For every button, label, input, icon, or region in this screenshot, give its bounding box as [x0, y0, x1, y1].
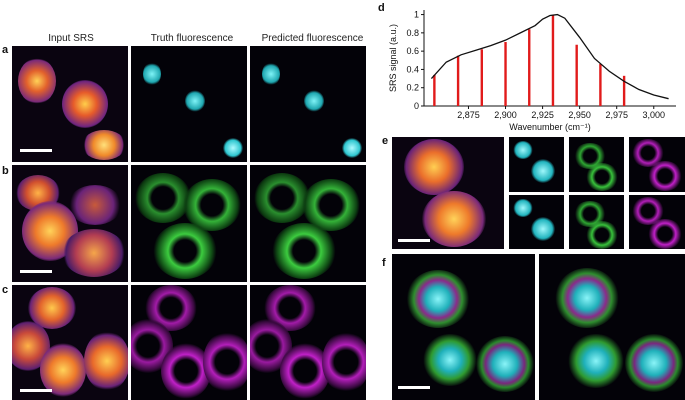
image-c-predicted-fluorescence [250, 285, 366, 400]
y-tick-label: 0.6 [406, 46, 419, 56]
panel-label-c: c [2, 284, 9, 296]
image-a-predicted-fluorescence [250, 46, 366, 162]
scale-bar [398, 386, 430, 389]
image-a-input-srs [12, 46, 128, 162]
panel-label-f: f [382, 257, 386, 269]
image-c-input-srs [12, 285, 128, 400]
panel-label-a: a [2, 44, 9, 56]
image-b-truth-fluorescence [131, 165, 247, 282]
image-e-nucleus-top [509, 137, 564, 192]
panel-label-d: d [378, 2, 385, 14]
image-e-input-srs [392, 137, 504, 249]
image-f-composite-predicted [539, 254, 685, 400]
y-tick-label: 0.8 [406, 28, 419, 38]
column-header-predicted-fluorescence: Predicted fluorescence [261, 33, 364, 44]
image-c-truth-fluorescence [131, 285, 247, 400]
column-header-input-srs: Input SRS [48, 33, 94, 44]
image-e-membrane-top [629, 137, 685, 192]
spectrum-line [430, 13, 669, 100]
scale-bar [20, 389, 52, 392]
panel-label-e: e [382, 135, 389, 147]
x-tick-label: 2,975 [605, 110, 628, 120]
scale-bar [20, 270, 52, 273]
image-e-mito-bottom [569, 195, 624, 249]
y-tick-label: 1 [414, 10, 419, 20]
image-f-composite-truth [392, 254, 535, 400]
x-tick-label: 3,000 [642, 110, 665, 120]
srs-spectrum-chart: 0 0.2 0.4 0.6 0.8 1 2,875 2,900 2,925 2,950 2,975 3… [388, 10, 676, 132]
panel-label-b: b [2, 165, 9, 177]
x-tick-label: 2,925 [531, 110, 554, 120]
scale-bar [20, 149, 52, 152]
image-e-mito-top [569, 137, 624, 192]
column-header-truth-fluorescence: Truth fluorescence [150, 33, 234, 44]
x-tick-label: 2,900 [494, 110, 517, 120]
image-a-truth-fluorescence [131, 46, 247, 162]
image-e-nucleus-bottom [509, 195, 564, 249]
x-tick-label: 2,875 [457, 110, 480, 120]
y-tick-label: 0 [414, 101, 419, 111]
y-axis-label: SRS signal (a.u.) [388, 24, 398, 92]
image-b-input-srs [12, 165, 128, 282]
y-tick-label: 0.2 [406, 83, 419, 93]
image-e-membrane-bottom [629, 195, 685, 249]
x-tick-label: 2,950 [568, 110, 591, 120]
y-tick-label: 0.4 [406, 64, 419, 74]
image-b-predicted-fluorescence [250, 165, 366, 282]
scale-bar [398, 239, 430, 242]
x-axis-label: Wavenumber (cm⁻¹) [509, 122, 590, 132]
